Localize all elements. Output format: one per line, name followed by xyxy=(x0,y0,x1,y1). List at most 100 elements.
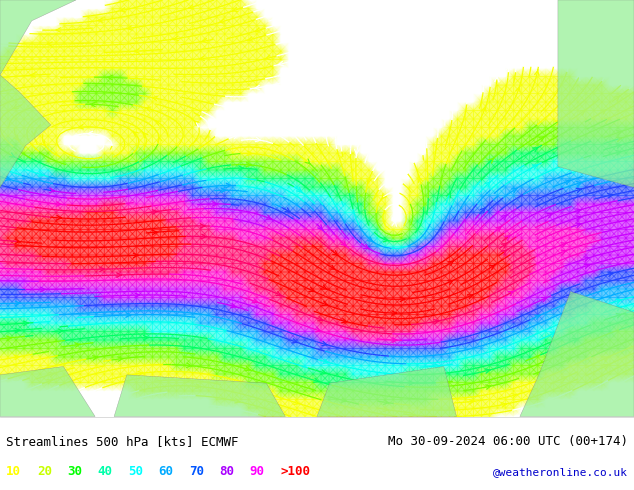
FancyArrowPatch shape xyxy=(126,313,131,317)
FancyArrowPatch shape xyxy=(98,139,103,143)
FancyArrowPatch shape xyxy=(32,0,36,3)
FancyArrowPatch shape xyxy=(13,382,18,386)
Text: Streamlines 500 hPa [kts] ECMWF: Streamlines 500 hPa [kts] ECMWF xyxy=(6,435,239,448)
FancyArrowPatch shape xyxy=(618,408,624,412)
FancyArrowPatch shape xyxy=(384,238,389,242)
FancyArrowPatch shape xyxy=(318,317,323,321)
FancyArrowPatch shape xyxy=(512,188,517,193)
FancyArrowPatch shape xyxy=(127,26,132,30)
FancyArrowPatch shape xyxy=(467,53,472,59)
Text: 30: 30 xyxy=(67,465,82,478)
Polygon shape xyxy=(558,0,634,187)
FancyArrowPatch shape xyxy=(616,314,621,318)
FancyArrowPatch shape xyxy=(539,136,545,141)
FancyArrowPatch shape xyxy=(309,288,314,292)
FancyArrowPatch shape xyxy=(584,257,590,261)
FancyArrowPatch shape xyxy=(238,166,243,170)
FancyArrowPatch shape xyxy=(188,5,194,9)
FancyArrowPatch shape xyxy=(49,188,55,193)
FancyArrowPatch shape xyxy=(547,32,551,36)
FancyArrowPatch shape xyxy=(221,188,226,193)
FancyArrowPatch shape xyxy=(276,292,281,295)
FancyArrowPatch shape xyxy=(196,384,201,389)
FancyArrowPatch shape xyxy=(292,339,297,343)
FancyArrowPatch shape xyxy=(561,250,566,254)
FancyArrowPatch shape xyxy=(68,8,74,13)
Text: 20: 20 xyxy=(37,465,52,478)
FancyArrowPatch shape xyxy=(14,135,19,141)
FancyArrowPatch shape xyxy=(354,149,359,154)
FancyArrowPatch shape xyxy=(307,73,313,77)
FancyArrowPatch shape xyxy=(322,342,327,345)
FancyArrowPatch shape xyxy=(435,364,440,368)
FancyArrowPatch shape xyxy=(384,400,389,404)
FancyArrowPatch shape xyxy=(266,55,271,60)
FancyArrowPatch shape xyxy=(576,223,581,227)
FancyArrowPatch shape xyxy=(566,358,571,362)
FancyArrowPatch shape xyxy=(316,328,321,332)
FancyArrowPatch shape xyxy=(318,225,323,230)
FancyArrowPatch shape xyxy=(23,321,29,325)
FancyArrowPatch shape xyxy=(508,291,514,295)
FancyArrowPatch shape xyxy=(630,15,634,22)
FancyArrowPatch shape xyxy=(501,215,507,220)
FancyArrowPatch shape xyxy=(307,100,313,105)
FancyArrowPatch shape xyxy=(392,311,397,315)
FancyArrowPatch shape xyxy=(200,223,205,228)
FancyArrowPatch shape xyxy=(393,201,398,205)
FancyArrowPatch shape xyxy=(341,398,346,402)
FancyArrowPatch shape xyxy=(6,336,11,341)
FancyArrowPatch shape xyxy=(58,329,63,333)
FancyArrowPatch shape xyxy=(400,297,405,301)
FancyArrowPatch shape xyxy=(367,178,371,184)
FancyArrowPatch shape xyxy=(418,176,423,182)
FancyArrowPatch shape xyxy=(15,328,20,333)
FancyArrowPatch shape xyxy=(441,69,446,74)
FancyArrowPatch shape xyxy=(495,76,499,82)
FancyArrowPatch shape xyxy=(489,158,494,163)
FancyArrowPatch shape xyxy=(482,73,486,79)
FancyArrowPatch shape xyxy=(49,372,55,377)
FancyArrowPatch shape xyxy=(489,265,495,270)
FancyArrowPatch shape xyxy=(405,62,410,66)
FancyArrowPatch shape xyxy=(342,318,347,323)
FancyArrowPatch shape xyxy=(30,73,36,77)
FancyArrowPatch shape xyxy=(608,272,613,276)
FancyArrowPatch shape xyxy=(220,19,225,23)
FancyArrowPatch shape xyxy=(186,363,191,368)
FancyArrowPatch shape xyxy=(108,75,112,80)
FancyArrowPatch shape xyxy=(264,120,268,124)
FancyArrowPatch shape xyxy=(382,194,387,199)
FancyArrowPatch shape xyxy=(550,333,555,337)
FancyArrowPatch shape xyxy=(266,215,271,220)
FancyArrowPatch shape xyxy=(133,131,138,136)
FancyArrowPatch shape xyxy=(233,134,238,139)
FancyArrowPatch shape xyxy=(443,41,448,47)
FancyArrowPatch shape xyxy=(330,265,335,270)
FancyArrowPatch shape xyxy=(307,15,312,19)
FancyArrowPatch shape xyxy=(341,241,346,246)
FancyArrowPatch shape xyxy=(152,230,157,235)
FancyArrowPatch shape xyxy=(333,251,339,256)
FancyArrowPatch shape xyxy=(597,20,601,25)
FancyArrowPatch shape xyxy=(514,43,519,48)
FancyArrowPatch shape xyxy=(601,110,606,114)
FancyArrowPatch shape xyxy=(193,121,199,125)
FancyArrowPatch shape xyxy=(579,26,584,31)
FancyArrowPatch shape xyxy=(281,14,286,18)
FancyArrowPatch shape xyxy=(135,293,139,297)
Polygon shape xyxy=(520,292,634,416)
FancyArrowPatch shape xyxy=(87,131,93,136)
FancyArrowPatch shape xyxy=(245,367,250,371)
FancyArrowPatch shape xyxy=(208,122,213,128)
FancyArrowPatch shape xyxy=(463,14,468,20)
Text: @weatheronline.co.uk: @weatheronline.co.uk xyxy=(493,466,628,477)
FancyArrowPatch shape xyxy=(501,243,507,248)
FancyArrowPatch shape xyxy=(409,381,414,385)
FancyArrowPatch shape xyxy=(401,20,406,25)
FancyArrowPatch shape xyxy=(173,36,178,41)
Text: >100: >100 xyxy=(280,465,310,478)
FancyArrowPatch shape xyxy=(79,124,84,129)
Polygon shape xyxy=(0,367,95,416)
FancyArrowPatch shape xyxy=(541,297,547,301)
